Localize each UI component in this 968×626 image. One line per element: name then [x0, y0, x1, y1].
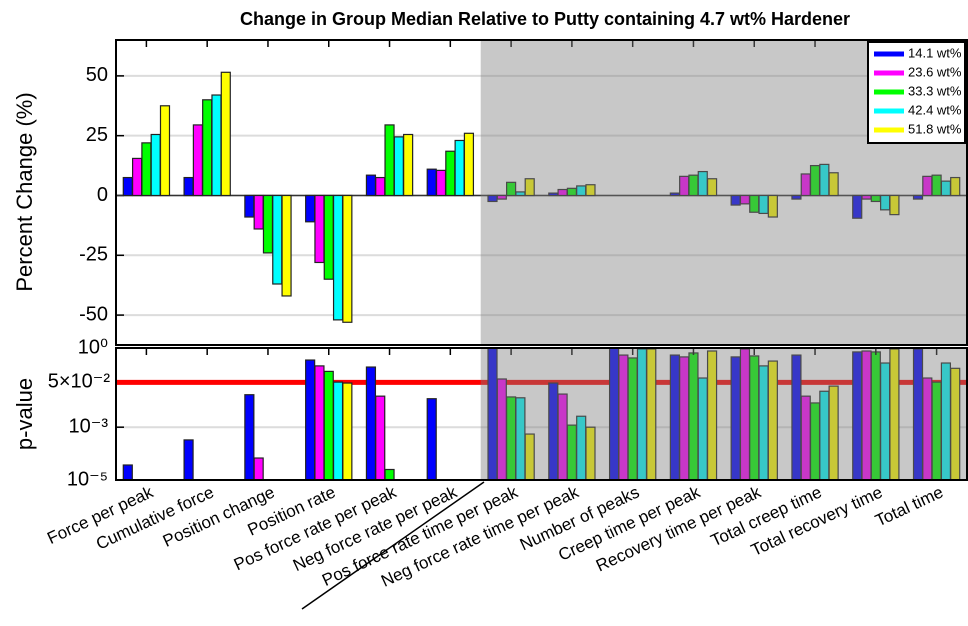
bar [183, 176, 194, 197]
bar [496, 194, 507, 200]
legend-label: 33.3 wt% [908, 83, 962, 98]
bar [426, 398, 437, 481]
bar [244, 194, 255, 218]
bar [281, 194, 292, 297]
bar [375, 395, 386, 481]
bar [403, 133, 414, 197]
bar [323, 194, 334, 280]
legend-label: 51.8 wt% [908, 121, 962, 136]
bar [253, 457, 264, 481]
bar [791, 194, 802, 200]
bar [131, 157, 143, 197]
shaded-region [480, 348, 967, 480]
legend-label: 14.1 wt% [908, 45, 962, 60]
axes-frame [115, 39, 968, 346]
bar [183, 439, 194, 481]
bar [384, 468, 395, 481]
bar [253, 194, 264, 230]
bar [950, 176, 961, 197]
bar [365, 366, 377, 481]
bar [435, 169, 447, 197]
bar [706, 178, 718, 197]
bar [384, 124, 395, 197]
y-axis-label: Percent Change (%) [12, 92, 37, 291]
chart-title: Change in Group Median Relative to Putty… [240, 9, 850, 29]
y-axis-label: p-value [12, 378, 37, 450]
y-tick-label: 25 [86, 124, 108, 146]
bar [220, 71, 231, 197]
bar [323, 370, 334, 481]
bar [426, 168, 437, 197]
bar [463, 132, 475, 197]
bar [767, 194, 778, 218]
bar [852, 194, 863, 219]
bar [524, 178, 535, 197]
bar [192, 124, 203, 197]
bar [244, 394, 255, 481]
legend-label: 42.4 wt% [908, 102, 962, 117]
bar [912, 194, 924, 200]
y-tick-label: 0 [97, 184, 108, 206]
bar [305, 194, 316, 223]
bar [828, 172, 839, 197]
bar [889, 194, 900, 216]
bar [365, 174, 377, 197]
bar [342, 382, 353, 481]
bar [506, 181, 517, 197]
bar [342, 194, 353, 323]
bar [262, 194, 274, 254]
bar [122, 176, 133, 197]
bar [150, 133, 161, 197]
x-tick-label: Total time [872, 482, 946, 530]
bar [314, 194, 325, 264]
bar [585, 184, 596, 197]
y-tick-label: 10⁻³ [69, 415, 109, 437]
bar [272, 194, 283, 285]
bar [332, 381, 344, 481]
y-tick-label: -50 [79, 303, 108, 325]
y-tick-label: 10⁰ [78, 336, 108, 358]
legend-label: 23.6 wt% [908, 64, 962, 79]
y-tick-label: 10⁻⁵ [67, 468, 108, 490]
bar [305, 359, 316, 481]
bar [314, 365, 325, 481]
bar [122, 464, 133, 481]
y-tick-label: 50 [86, 64, 108, 86]
bar [332, 194, 344, 321]
bar [211, 94, 222, 197]
axes-frame [115, 347, 968, 481]
bar [445, 150, 456, 197]
bar [454, 139, 465, 197]
bar [159, 105, 171, 197]
group-separator [301, 481, 485, 610]
bar [375, 176, 386, 197]
threshold-label: 5×10⁻² [48, 371, 111, 393]
bar [141, 142, 152, 197]
y-tick-label: -25 [79, 244, 108, 266]
bar [393, 136, 404, 197]
bar [202, 99, 213, 197]
